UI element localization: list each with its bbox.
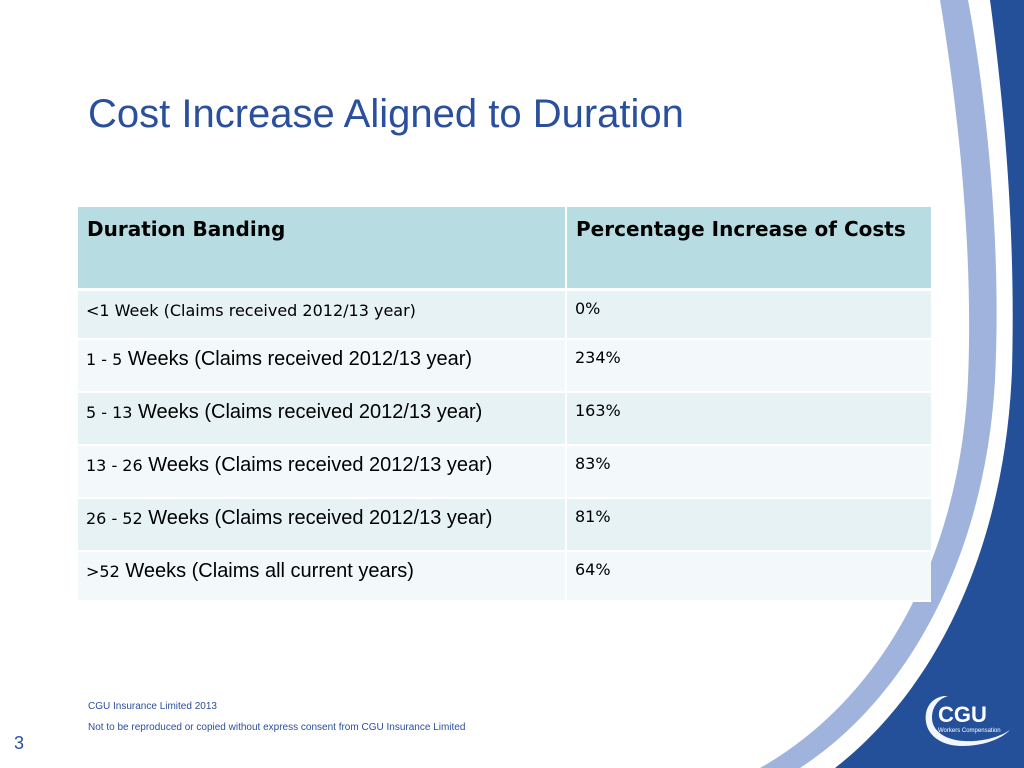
duration-cell: >52 Weeks (Claims all current years) xyxy=(78,550,567,602)
percentage-cell: 0% xyxy=(566,289,931,340)
percentage-cell: 83% xyxy=(566,444,931,499)
percentage-cell: 234% xyxy=(566,338,931,393)
table-row: 1 - 5 Weeks (Claims received 2012/13 yea… xyxy=(78,338,931,393)
table-row: >52 Weeks (Claims all current years) 64% xyxy=(78,550,931,602)
table-header-row: Duration Banding Percentage Increase of … xyxy=(78,207,931,291)
table-row: 13 - 26 Weeks (Claims received 2012/13 y… xyxy=(78,444,931,499)
duration-cell: 1 - 5 Weeks (Claims received 2012/13 yea… xyxy=(78,338,567,393)
duration-cell: 5 - 13 Weeks (Claims received 2012/13 ye… xyxy=(78,391,567,446)
percentage-cell: 81% xyxy=(566,497,931,552)
reproduction-notice: Not to be reproduced or copied without e… xyxy=(88,722,466,733)
cgu-logo: CGU Workers Compensation xyxy=(925,696,1010,746)
header-duration-banding: Duration Banding xyxy=(78,207,567,291)
duration-cell: <1 Week (Claims received 2012/13 year) xyxy=(78,289,567,340)
duration-cell: 26 - 52 Weeks (Claims received 2012/13 y… xyxy=(78,497,567,552)
logo-swirl-icon xyxy=(925,696,1010,746)
logo-tagline: Workers Compensation xyxy=(938,728,1001,734)
percentage-cell: 163% xyxy=(566,391,931,446)
page-number: 3 xyxy=(14,733,25,753)
table-row: <1 Week (Claims received 2012/13 year) 0… xyxy=(78,289,931,340)
percentage-cell: 64% xyxy=(566,550,931,602)
slide-title: Cost Increase Aligned to Duration xyxy=(88,92,684,136)
duration-cell: 13 - 26 Weeks (Claims received 2012/13 y… xyxy=(78,444,567,499)
table-row: 5 - 13 Weeks (Claims received 2012/13 ye… xyxy=(78,391,931,446)
copyright-line: CGU Insurance Limited 2013 xyxy=(88,701,217,712)
duration-cost-table: Duration Banding Percentage Increase of … xyxy=(78,207,931,602)
logo-name: CGU xyxy=(938,702,987,727)
table-row: 26 - 52 Weeks (Claims received 2012/13 y… xyxy=(78,497,931,552)
header-percentage-increase: Percentage Increase of Costs xyxy=(566,207,931,291)
